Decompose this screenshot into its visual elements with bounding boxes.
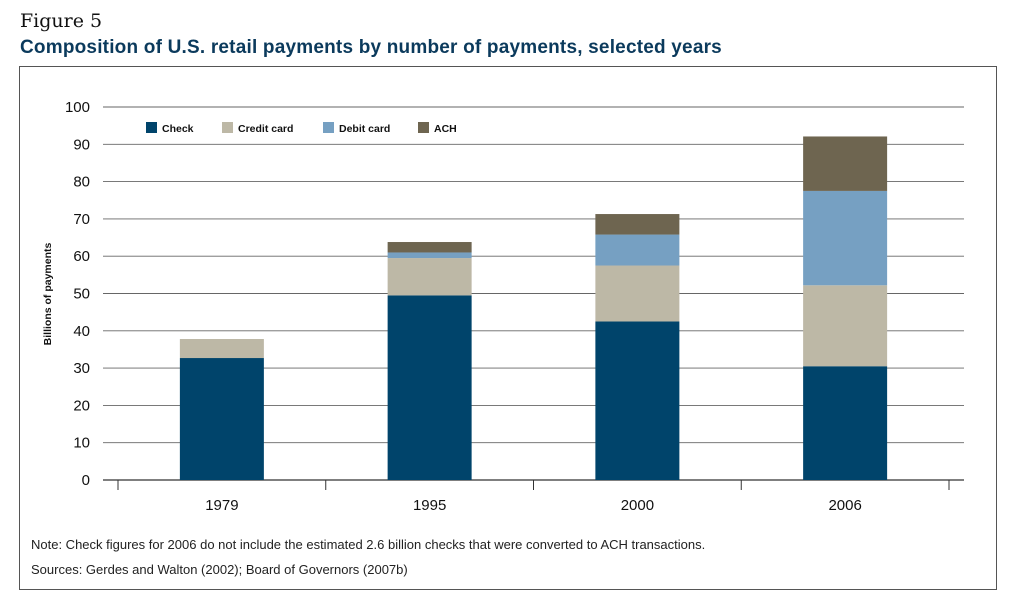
bar-segment (387, 258, 472, 296)
bar-segment (595, 234, 680, 266)
legend: Check Credit card Debit card ACH (146, 122, 457, 135)
legend-swatch (323, 122, 334, 133)
chart-frame (19, 66, 997, 590)
bar-segment (387, 242, 472, 253)
y-tick-label: 40 (73, 323, 90, 340)
legend-swatch (222, 122, 233, 133)
x-tick-label: 2000 (621, 497, 654, 514)
chart-sources: Sources: Gerdes and Walton (2002); Board… (31, 562, 408, 577)
y-tick-label: 80 (73, 174, 90, 191)
legend-label: Check (162, 123, 194, 135)
bar-segment (179, 339, 264, 359)
x-tick-label: 1995 (413, 497, 446, 514)
x-axis: 1979 1995 2000 2006 (117, 480, 950, 514)
bar-segment (595, 265, 680, 322)
figure-label: Figure 5 (20, 10, 103, 32)
bar-segment (387, 295, 472, 480)
bar-segment (387, 252, 472, 259)
y-tick-label: 90 (73, 136, 90, 153)
y-axis-ticks: 0 10 20 30 40 50 60 70 80 90 100 (65, 99, 90, 489)
legend-label: Credit card (238, 123, 293, 135)
y-tick-label: 20 (73, 397, 90, 414)
legend-swatch (146, 122, 157, 133)
bar-segment (179, 358, 264, 480)
chart-note: Note: Check figures for 2006 do not incl… (31, 537, 706, 552)
bar-segment (803, 190, 888, 286)
bars (179, 136, 888, 480)
legend-swatch (418, 122, 429, 133)
y-tick-label: 0 (82, 472, 90, 489)
y-tick-label: 50 (73, 286, 90, 303)
x-tick-label: 1979 (205, 497, 238, 514)
legend-label: ACH (434, 123, 457, 135)
y-tick-label: 100 (65, 99, 90, 116)
bar-segment (595, 321, 680, 480)
bar-segment (803, 285, 888, 367)
y-tick-label: 10 (73, 435, 90, 452)
bar-segment (803, 136, 888, 191)
bar-segment (595, 214, 680, 235)
y-tick-label: 70 (73, 211, 90, 228)
y-tick-label: 30 (73, 360, 90, 377)
x-tick-label: 2006 (828, 497, 861, 514)
bar-segment (803, 366, 888, 480)
legend-label: Debit card (339, 123, 390, 135)
y-axis-label: Billions of payments (42, 243, 54, 346)
chart-title: Composition of U.S. retail payments by n… (20, 37, 722, 58)
y-tick-label: 60 (73, 248, 90, 265)
